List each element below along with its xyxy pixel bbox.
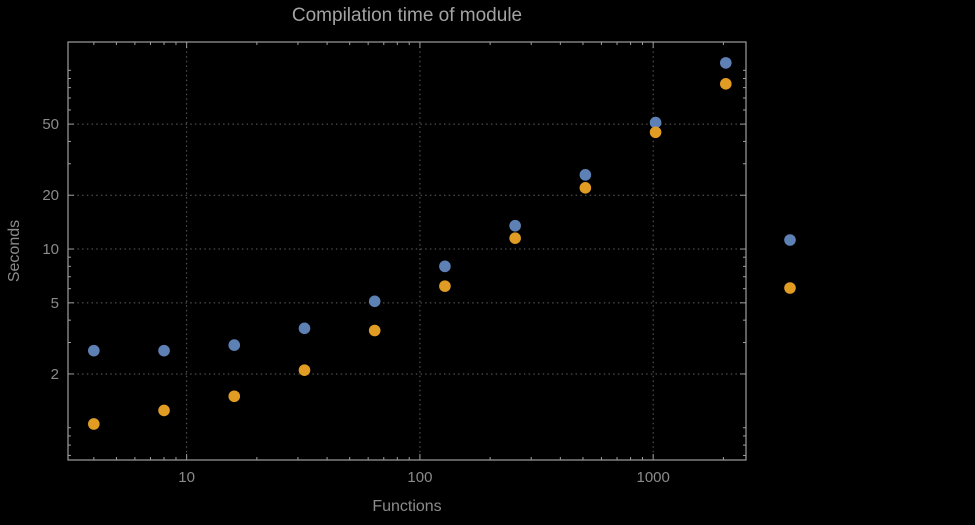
data-point-series-2	[439, 280, 451, 292]
data-point-series-2	[509, 232, 521, 244]
data-point-series-1	[579, 169, 592, 181]
y-tick-label: 2	[51, 366, 59, 383]
data-point-series-2	[298, 364, 311, 376]
data-point-series-1	[509, 219, 521, 232]
data-point-series-1	[158, 344, 170, 357]
x-tick-label: 10	[178, 469, 195, 486]
data-point-series-2	[368, 324, 381, 337]
data-point-series-2	[158, 404, 170, 417]
data-point-series-2	[228, 390, 241, 403]
legend-marker	[784, 282, 796, 294]
legend-marker	[784, 234, 796, 246]
data-point-series-2	[579, 182, 592, 194]
y-tick-label: 10	[42, 241, 59, 258]
plot-frame	[67, 41, 747, 461]
y-tick-label: 50	[42, 116, 59, 133]
data-point-series-1	[719, 57, 732, 69]
x-tick-label: 1000	[636, 469, 669, 486]
x-axis-label: Functions	[372, 498, 442, 515]
y-tick-label: 20	[42, 187, 59, 204]
data-point-series-1	[228, 339, 241, 351]
data-point-series-1	[368, 295, 381, 308]
data-point-series-2	[649, 126, 662, 139]
data-point-series-1	[88, 344, 100, 357]
data-point-series-1	[439, 260, 451, 273]
x-tick-label: 100	[407, 469, 432, 486]
y-tick-label: 5	[51, 295, 59, 312]
data-point-series-2	[88, 418, 100, 430]
chart-title: Compilation time of module	[291, 5, 523, 26]
data-point-series-1	[298, 322, 311, 335]
data-point-series-1	[649, 116, 662, 129]
data-point-series-2	[719, 78, 732, 90]
